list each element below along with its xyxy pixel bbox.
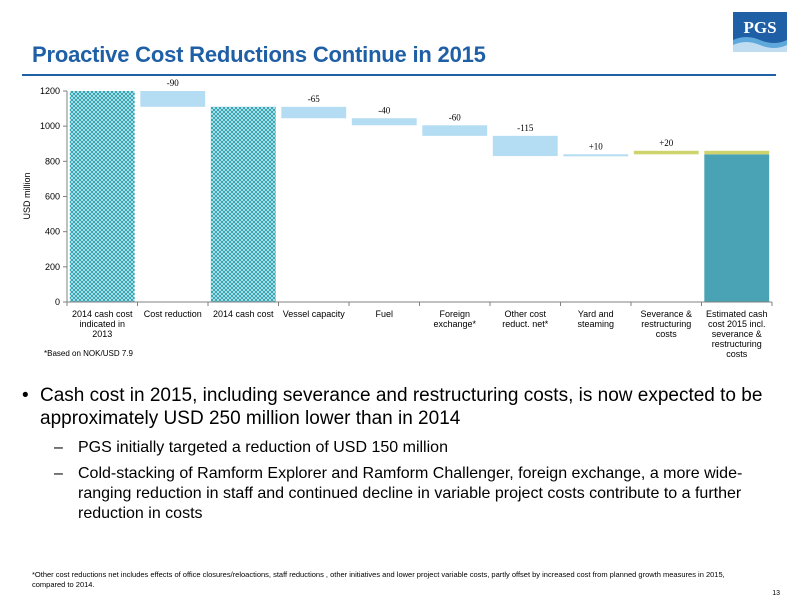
bullet-list: Cash cost in 2015, including severance a… xyxy=(22,384,782,530)
sub-bullet-text: PGS initially targeted a reduction of US… xyxy=(78,439,448,456)
page-number: 13 xyxy=(772,590,780,597)
increase-bar xyxy=(633,150,699,155)
total-bar xyxy=(69,91,135,302)
waterfall-chart: USD million 0 200 400 600 800 1000 1200 -90 -65… xyxy=(22,78,773,359)
final-total-bar xyxy=(704,154,770,302)
bar-value-label: -65 xyxy=(308,94,320,104)
x-category-label: Estimated cash cost 2015 incl. severance &… xyxy=(706,309,768,359)
y-tick-label: 400 xyxy=(45,227,60,237)
decrease-bar xyxy=(140,91,206,107)
y-axis-label: USD million xyxy=(22,172,32,219)
page-title: Proactive Cost Reductions Continue in 20… xyxy=(32,42,486,67)
pgs-logo: PGS xyxy=(733,12,787,52)
x-category-label: 2014 cash cost xyxy=(213,309,274,319)
main-bullet: Cash cost in 2015, including severance a… xyxy=(22,384,782,430)
y-tick-label: 1200 xyxy=(40,86,60,96)
y-tick-label: 600 xyxy=(45,192,60,202)
x-category-label: Vessel capacity xyxy=(283,309,346,319)
chart-bars: -90 -65 -40 -60 -115 +10 +20 xyxy=(69,78,770,302)
y-tick-label: 800 xyxy=(45,156,60,166)
bar-value-label: -115 xyxy=(517,123,534,133)
sub-bullet-dash: – xyxy=(54,439,63,456)
sub-bullet-drivers: – Cold-stacking of Ramform Explorer and … xyxy=(22,464,782,524)
increase-bar xyxy=(563,154,629,157)
x-category-label: 2014 cash cost indicated in 2013 xyxy=(72,309,133,339)
decrease-bar xyxy=(351,118,417,126)
bar-value-label: +20 xyxy=(659,138,674,148)
decrease-bar xyxy=(492,135,558,157)
sub-bullet-target: – PGS initially targeted a reduction of … xyxy=(22,438,782,458)
logo-text: PGS xyxy=(743,18,776,37)
chart-note: *Based on NOK/USD 7.9 xyxy=(44,349,133,358)
x-category-label: Foreign exchange* xyxy=(433,309,476,329)
bar-value-label: -90 xyxy=(167,78,179,88)
final-severance-segment xyxy=(704,150,770,155)
footnote: *Other cost reductions net includes effe… xyxy=(32,570,725,589)
sub-bullet-dash: – xyxy=(54,465,63,482)
x-category-label: Yard and steaming xyxy=(577,309,614,329)
title-divider xyxy=(22,74,776,76)
decrease-bar xyxy=(422,125,488,136)
x-category-label: Fuel xyxy=(375,309,393,319)
bar-value-label: +10 xyxy=(589,141,604,151)
y-tick-label: 0 xyxy=(55,297,60,307)
bar-value-label: -60 xyxy=(449,112,461,122)
sub-bullet-text: Cold-stacking of Ramform Explorer and Ra… xyxy=(78,465,743,522)
total-bar xyxy=(210,106,276,302)
y-tick-label: 1000 xyxy=(40,121,60,131)
y-tick-label: 200 xyxy=(45,262,60,272)
x-category-label: Other cost reduct. net* xyxy=(502,309,549,329)
bar-value-label: -40 xyxy=(378,105,390,115)
x-category-label: Cost reduction xyxy=(144,309,202,319)
x-axis: 2014 cash cost indicated in 2013 Cost reduc… xyxy=(66,301,773,359)
y-axis: 0 200 400 600 800 1000 1200 xyxy=(40,86,68,307)
x-category-label: Severance & restructuring costs xyxy=(640,309,692,339)
decrease-bar xyxy=(281,106,347,119)
